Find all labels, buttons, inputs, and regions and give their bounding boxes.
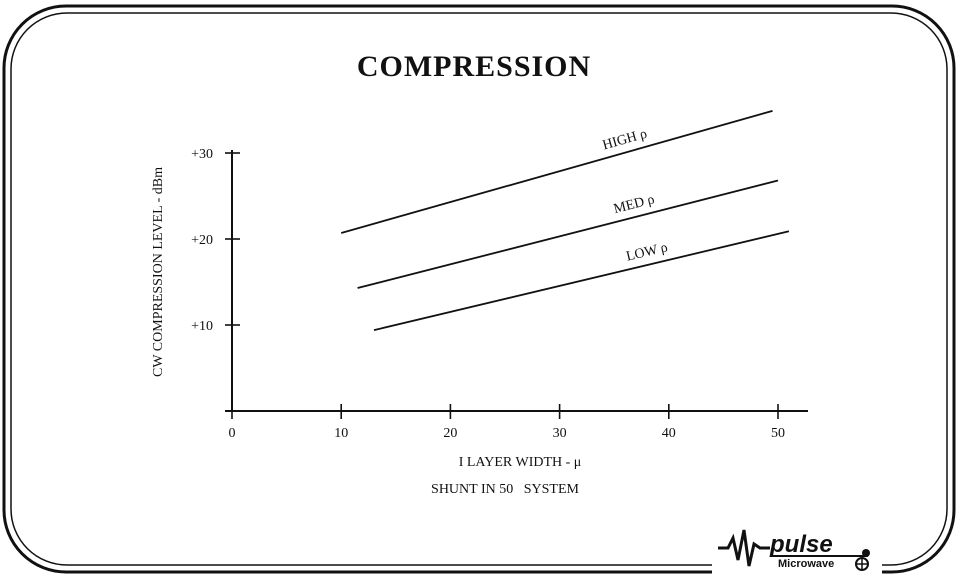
chart-title: COMPRESSION — [357, 50, 591, 83]
x-tick-label: 50 — [771, 426, 785, 441]
x-tick-label: 30 — [553, 426, 567, 441]
logo-name: pulse — [769, 531, 833, 558]
x-ticks: 0 10 20 30 40 50 — [229, 404, 785, 441]
x-tick-label: 20 — [443, 426, 457, 441]
outer-border — [2, 4, 956, 574]
system-footnote: SHUNT IN 50 SYSTEM — [431, 482, 579, 497]
x-axis-label: I LAYER WIDTH - μ — [459, 455, 582, 470]
logo-tagline: Microwave — [778, 558, 834, 570]
pulse-logo: pulse Microwave — [718, 529, 870, 571]
series-line-1 — [357, 179, 779, 289]
y-ticks: +10 +20 +30 — [191, 147, 240, 334]
y-tick-label: +10 — [191, 319, 213, 334]
series-line-0 — [340, 109, 773, 234]
x-tick-label: 0 — [229, 426, 236, 441]
logo-terminal-icon — [862, 549, 870, 557]
pulse-waveform-icon — [718, 529, 770, 567]
x-tick-label: 10 — [334, 426, 348, 441]
inner-border — [10, 12, 948, 566]
x-tick-label: 40 — [662, 426, 676, 441]
y-tick-label: +30 — [191, 147, 213, 162]
y-axis-label: CW COMPRESSION LEVEL - dBm — [151, 167, 166, 377]
series-label-0: HIGH ρ — [601, 127, 649, 154]
series-line-2 — [373, 230, 790, 332]
logo-plus-circle-icon — [855, 557, 869, 571]
y-tick-label: +20 — [191, 233, 213, 248]
